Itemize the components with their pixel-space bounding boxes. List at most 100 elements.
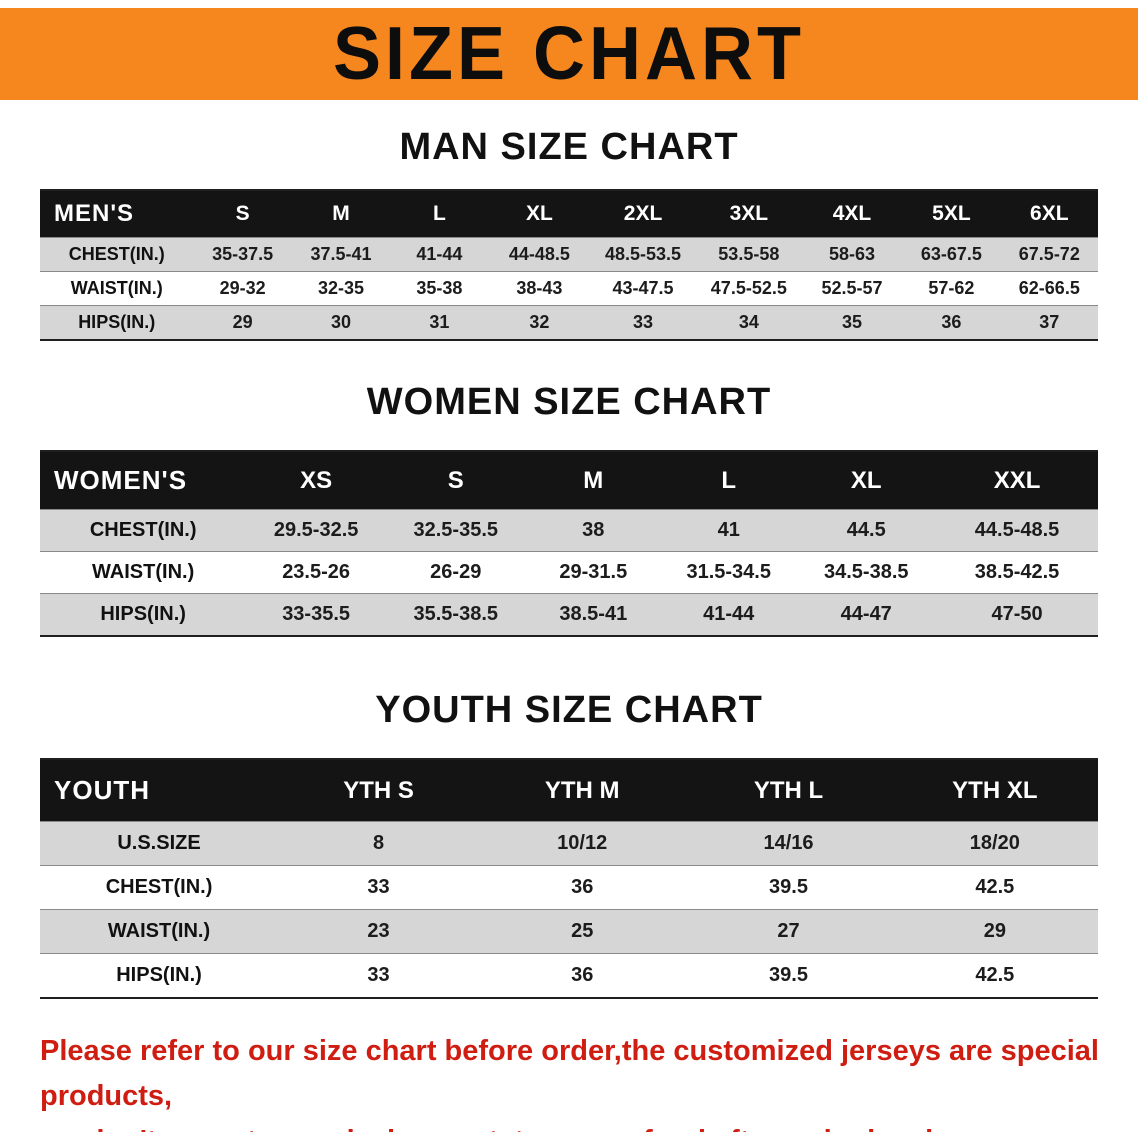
cell: 33-35.5 xyxy=(246,593,386,636)
cell: 53.5-58 xyxy=(695,237,802,272)
cell: 44.5-48.5 xyxy=(936,509,1098,552)
disclaimer-line-2: we don't accept cancel, change, teturn o… xyxy=(40,1119,1100,1132)
women-table-title: WOMEN'S xyxy=(40,451,247,510)
cell: 8 xyxy=(278,821,480,866)
women-header-row: WOMEN'S XS S M L XL XXL xyxy=(40,451,1098,510)
cell: 29-32 xyxy=(193,271,292,306)
men-row-chest: CHEST(IN.) 35-37.5 37.5-41 41-44 44-48.5… xyxy=(40,237,1098,272)
disclaimer-line-1: Please refer to our size chart before or… xyxy=(40,1035,1099,1112)
disclaimer-note: Please refer to our size chart before or… xyxy=(40,1029,1100,1132)
cell: 33 xyxy=(590,305,696,340)
row-label: CHEST(IN.) xyxy=(40,865,279,910)
cell: 14/16 xyxy=(685,821,892,866)
youth-row-waist: WAIST(IN.) 23 25 27 29 xyxy=(40,909,1098,954)
cell: 52.5-57 xyxy=(801,271,903,306)
cell: 44-47 xyxy=(796,593,937,636)
women-col-header: XS xyxy=(246,451,386,510)
men-col-header: 4XL xyxy=(801,190,903,238)
cell: 29-31.5 xyxy=(525,551,661,594)
cell: 33 xyxy=(278,865,480,910)
youth-header-row: YOUTH YTH S YTH M YTH L YTH XL xyxy=(40,759,1098,822)
cell: 26-29 xyxy=(385,551,526,594)
cell: 32.5-35.5 xyxy=(385,509,526,552)
women-row-hips: HIPS(IN.) 33-35.5 35.5-38.5 38.5-41 41-4… xyxy=(40,593,1098,636)
cell: 29 xyxy=(193,305,292,340)
cell: 41-44 xyxy=(390,237,489,272)
row-label: HIPS(IN.) xyxy=(40,593,247,636)
women-col-header: S xyxy=(385,451,526,510)
cell: 38.5-42.5 xyxy=(936,551,1098,594)
women-section-heading: WOMEN SIZE CHART xyxy=(366,381,772,423)
cell: 41 xyxy=(661,509,797,552)
cell: 48.5-53.5 xyxy=(590,237,696,272)
cell: 29.5-32.5 xyxy=(246,509,386,552)
cell: 47.5-52.5 xyxy=(695,271,802,306)
men-col-header: S xyxy=(193,190,292,238)
cell: 34 xyxy=(695,305,802,340)
cell: 67.5-72 xyxy=(1000,237,1098,272)
men-header-row: MEN'S S M L XL 2XL 3XL 4XL 5XL 6XL xyxy=(40,190,1098,238)
row-label: WAIST(IN.) xyxy=(40,271,194,306)
women-col-header: XL xyxy=(796,451,937,510)
cell: 37.5-41 xyxy=(291,237,391,272)
men-table-title: MEN'S xyxy=(40,190,194,238)
youth-col-header: YTH L xyxy=(685,759,892,822)
row-label: HIPS(IN.) xyxy=(40,305,194,340)
men-section-heading: MAN SIZE CHART xyxy=(399,126,739,168)
youth-size-table: YOUTH YTH S YTH M YTH L YTH XL U.S.SIZE … xyxy=(40,758,1098,999)
cell: 47-50 xyxy=(936,593,1098,636)
row-label: U.S.SIZE xyxy=(40,821,279,866)
youth-row-ussize: U.S.SIZE 8 10/12 14/16 18/20 xyxy=(40,821,1098,866)
women-row-chest: CHEST(IN.) 29.5-32.5 32.5-35.5 38 41 44.… xyxy=(40,509,1098,552)
women-col-header: L xyxy=(661,451,797,510)
cell: 62-66.5 xyxy=(1000,271,1098,306)
women-size-table: WOMEN'S XS S M L XL XXL CHEST(IN.) 29.5-… xyxy=(40,450,1098,637)
cell: 38 xyxy=(525,509,661,552)
row-label: HIPS(IN.) xyxy=(40,953,279,998)
cell: 30 xyxy=(291,305,391,340)
women-col-header: XXL xyxy=(936,451,1098,510)
cell: 58-63 xyxy=(801,237,903,272)
cell: 27 xyxy=(685,909,892,954)
youth-section-heading: YOUTH SIZE CHART xyxy=(375,689,763,731)
cell: 42.5 xyxy=(891,953,1098,998)
cell: 18/20 xyxy=(891,821,1098,866)
cell: 44-48.5 xyxy=(488,237,591,272)
youth-col-header: YTH S xyxy=(278,759,480,822)
cell: 35.5-38.5 xyxy=(385,593,526,636)
banner-title: SIZE CHART xyxy=(333,12,805,97)
men-col-header: L xyxy=(390,190,489,238)
women-row-waist: WAIST(IN.) 23.5-26 26-29 29-31.5 31.5-34… xyxy=(40,551,1098,594)
men-col-header: 6XL xyxy=(1000,190,1098,238)
cell: 41-44 xyxy=(661,593,797,636)
cell: 38-43 xyxy=(488,271,591,306)
cell: 23 xyxy=(278,909,480,954)
men-col-header: 5XL xyxy=(902,190,1001,238)
cell: 33 xyxy=(278,953,480,998)
cell: 31 xyxy=(390,305,489,340)
cell: 29 xyxy=(891,909,1098,954)
cell: 43-47.5 xyxy=(590,271,696,306)
men-col-header: 3XL xyxy=(695,190,802,238)
cell: 35-38 xyxy=(390,271,489,306)
cell: 37 xyxy=(1000,305,1098,340)
banner: SIZE CHART xyxy=(0,8,1138,100)
women-col-header: M xyxy=(525,451,661,510)
cell: 32-35 xyxy=(291,271,391,306)
cell: 10/12 xyxy=(479,821,686,866)
cell: 36 xyxy=(902,305,1001,340)
youth-row-hips: HIPS(IN.) 33 36 39.5 42.5 xyxy=(40,953,1098,998)
row-label: CHEST(IN.) xyxy=(40,509,247,552)
men-row-hips: HIPS(IN.) 29 30 31 32 33 34 35 36 37 xyxy=(40,305,1098,340)
cell: 31.5-34.5 xyxy=(661,551,797,594)
cell: 35-37.5 xyxy=(193,237,292,272)
cell: 23.5-26 xyxy=(246,551,386,594)
men-size-table: MEN'S S M L XL 2XL 3XL 4XL 5XL 6XL CHEST… xyxy=(40,189,1098,341)
cell: 32 xyxy=(488,305,591,340)
cell: 35 xyxy=(801,305,903,340)
cell: 36 xyxy=(479,865,686,910)
cell: 63-67.5 xyxy=(902,237,1001,272)
row-label: WAIST(IN.) xyxy=(40,909,279,954)
cell: 42.5 xyxy=(891,865,1098,910)
